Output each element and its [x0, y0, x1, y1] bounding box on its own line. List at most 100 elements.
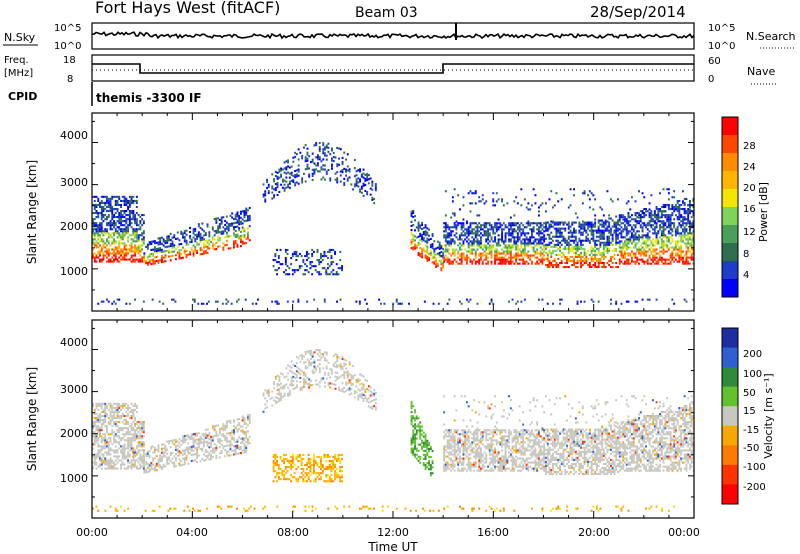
- data-cell: [632, 236, 635, 239]
- data-cell: [285, 168, 288, 171]
- data-cell: [123, 234, 126, 237]
- data-cell: [689, 210, 691, 213]
- data-cell: [109, 453, 112, 456]
- data-cell: [132, 232, 135, 235]
- data-cell: [412, 234, 415, 237]
- power-panel: [91, 112, 695, 312]
- data-cell: [128, 220, 131, 223]
- data-cell: [490, 260, 493, 263]
- data-cell: [490, 236, 493, 239]
- data-cell: [155, 251, 158, 254]
- data-cell: [104, 439, 107, 442]
- data-cell: [173, 234, 176, 237]
- data-cell: [531, 254, 533, 257]
- data-cell: [448, 298, 451, 301]
- data-cell: [152, 248, 155, 251]
- data-cell: [93, 236, 96, 239]
- data-cell: [592, 257, 595, 260]
- data-cell: [438, 251, 441, 254]
- data-cell: [114, 199, 117, 202]
- data-cell: [288, 267, 291, 270]
- data-cell: [102, 433, 105, 436]
- data-cell: [557, 266, 560, 269]
- data-cell: [240, 220, 242, 223]
- data-cell: [295, 259, 298, 262]
- data-cell: [483, 246, 486, 249]
- data-cell: [362, 168, 365, 171]
- data-cell: [655, 256, 658, 259]
- data-cell: [571, 239, 574, 242]
- data-cell: [93, 212, 96, 215]
- data-cell: [343, 177, 346, 180]
- data-cell: [315, 168, 318, 171]
- data-cell: [271, 390, 274, 393]
- data-cell: [273, 381, 275, 384]
- data-cell: [481, 194, 484, 197]
- data-cell: [438, 243, 441, 246]
- data-cell: [145, 469, 148, 472]
- data-cell: [137, 236, 140, 239]
- data-cell: [107, 437, 110, 440]
- data-cell: [111, 210, 114, 213]
- data-cell: [594, 253, 597, 256]
- data-cell: [315, 156, 318, 159]
- data-cell: [480, 254, 482, 257]
- data-cell: [155, 247, 158, 250]
- data-cell: [139, 423, 142, 426]
- data-cell: [127, 201, 129, 204]
- data-cell: [669, 214, 672, 217]
- data-cell: [141, 443, 144, 446]
- data-cell: [123, 197, 126, 200]
- data-cell: [617, 198, 619, 201]
- data-cell: [183, 435, 186, 438]
- data-cell: [227, 454, 230, 457]
- data-cell: [662, 214, 665, 217]
- data-cell: [327, 267, 329, 270]
- data-cell: [466, 256, 468, 259]
- data-cell: [298, 252, 301, 255]
- data-cell: [676, 244, 679, 247]
- data-cell: [504, 254, 507, 257]
- data-cell: [497, 244, 500, 247]
- data-cell: [95, 212, 98, 215]
- data-cell: [620, 252, 623, 255]
- data-cell: [634, 232, 637, 235]
- data-cell: [100, 210, 103, 213]
- data-cell: [114, 425, 117, 428]
- data-cell: [154, 240, 156, 243]
- data-cell: [374, 187, 377, 190]
- data-cell: [100, 461, 103, 464]
- data-cell: [125, 210, 128, 213]
- data-cell: [123, 199, 126, 202]
- data-cell: [455, 224, 458, 227]
- data-cell: [297, 174, 300, 177]
- data-cell: [578, 231, 581, 234]
- data-cell: [238, 217, 241, 220]
- data-cell: [652, 250, 654, 253]
- data-cell: [224, 449, 227, 452]
- data-cell: [578, 237, 581, 240]
- data-cell: [669, 224, 672, 227]
- data-cell: [141, 459, 144, 462]
- data-cell: [508, 246, 510, 249]
- data-cell: [685, 244, 688, 247]
- data-cell: [471, 242, 474, 245]
- data-cell: [501, 248, 503, 251]
- data-cell: [245, 440, 248, 443]
- data-cell: [578, 239, 581, 242]
- data-cell: [617, 229, 619, 232]
- data-cell: [557, 223, 560, 226]
- data-cell: [494, 232, 496, 235]
- data-cell: [682, 262, 684, 265]
- data-cell: [676, 206, 679, 209]
- data-cell: [134, 417, 136, 420]
- data-cell: [541, 256, 544, 259]
- data-cell: [534, 194, 537, 197]
- data-cell: [142, 256, 145, 259]
- data-cell: [466, 230, 468, 233]
- data-cell: [157, 446, 160, 449]
- data-cell: [520, 250, 523, 253]
- data-cell: [599, 262, 602, 265]
- data-cell: [224, 439, 227, 442]
- data-cell: [206, 428, 209, 431]
